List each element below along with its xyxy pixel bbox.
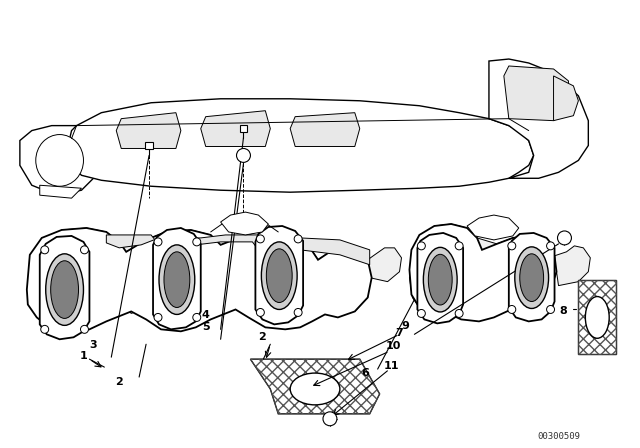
Ellipse shape <box>547 242 554 250</box>
Text: 1: 1 <box>79 351 87 361</box>
Ellipse shape <box>266 249 292 302</box>
Ellipse shape <box>515 247 548 309</box>
Text: 6: 6 <box>361 368 369 378</box>
Polygon shape <box>116 113 181 148</box>
Ellipse shape <box>154 314 162 321</box>
Ellipse shape <box>257 309 264 316</box>
Polygon shape <box>410 224 557 321</box>
Ellipse shape <box>159 245 195 314</box>
Ellipse shape <box>81 246 88 254</box>
Polygon shape <box>201 111 270 146</box>
Ellipse shape <box>41 246 49 254</box>
Polygon shape <box>290 113 360 146</box>
Polygon shape <box>40 236 90 339</box>
Ellipse shape <box>520 254 543 302</box>
Ellipse shape <box>455 310 463 318</box>
Ellipse shape <box>508 242 516 250</box>
Text: 2: 2 <box>115 377 123 387</box>
Ellipse shape <box>261 242 297 310</box>
Ellipse shape <box>237 148 250 162</box>
Text: 9: 9 <box>401 321 410 332</box>
Text: 8: 8 <box>559 306 567 316</box>
Ellipse shape <box>51 261 79 319</box>
Polygon shape <box>153 228 201 329</box>
Text: 00300509: 00300509 <box>537 432 580 441</box>
Ellipse shape <box>36 134 83 186</box>
Polygon shape <box>467 215 519 240</box>
Text: 5: 5 <box>202 323 209 332</box>
Ellipse shape <box>323 412 337 426</box>
Text: 7: 7 <box>396 328 403 338</box>
Polygon shape <box>504 66 568 121</box>
Polygon shape <box>106 235 370 265</box>
Polygon shape <box>20 125 101 195</box>
Polygon shape <box>27 228 372 333</box>
Ellipse shape <box>428 254 452 305</box>
Polygon shape <box>240 125 247 132</box>
Ellipse shape <box>45 254 83 325</box>
Polygon shape <box>40 185 81 198</box>
Ellipse shape <box>586 297 609 338</box>
Polygon shape <box>489 59 588 178</box>
Ellipse shape <box>417 242 426 250</box>
Ellipse shape <box>81 325 88 333</box>
Ellipse shape <box>290 373 340 405</box>
Polygon shape <box>221 212 268 235</box>
Text: 4: 4 <box>202 310 210 320</box>
Ellipse shape <box>154 238 162 246</box>
Ellipse shape <box>547 306 554 314</box>
Polygon shape <box>509 233 554 321</box>
Ellipse shape <box>257 235 264 243</box>
Ellipse shape <box>193 238 201 246</box>
Ellipse shape <box>294 309 302 316</box>
Ellipse shape <box>294 235 302 243</box>
Ellipse shape <box>508 306 516 314</box>
Polygon shape <box>579 280 616 354</box>
Ellipse shape <box>193 314 201 321</box>
Polygon shape <box>250 359 380 414</box>
Polygon shape <box>255 226 303 324</box>
Polygon shape <box>417 233 463 323</box>
Ellipse shape <box>417 310 426 318</box>
Ellipse shape <box>41 325 49 333</box>
Polygon shape <box>145 142 153 150</box>
Ellipse shape <box>455 242 463 250</box>
Polygon shape <box>67 99 534 192</box>
Text: 3: 3 <box>90 340 97 350</box>
Ellipse shape <box>557 231 572 245</box>
Ellipse shape <box>423 247 457 312</box>
Text: 2: 2 <box>259 332 266 342</box>
Ellipse shape <box>164 252 190 307</box>
Text: 10: 10 <box>386 341 401 351</box>
Text: 11: 11 <box>384 361 399 371</box>
Polygon shape <box>30 228 401 318</box>
Polygon shape <box>554 76 579 121</box>
Polygon shape <box>410 224 590 321</box>
